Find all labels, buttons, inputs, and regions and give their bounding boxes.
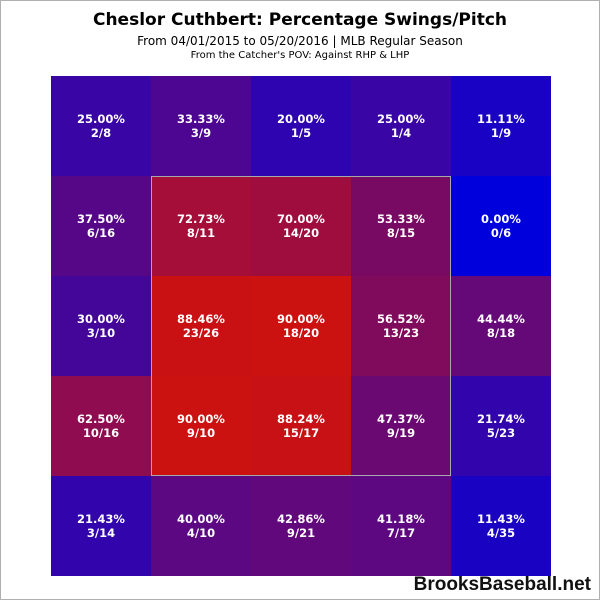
heatmap-cell: 33.33% 3/9	[151, 76, 251, 176]
cell-count-label: 3/9	[190, 126, 212, 140]
heatmap-cell: 25.00% 1/4	[351, 76, 451, 176]
cell-count-label: 8/18	[486, 326, 516, 340]
heatmap-cell: 72.73% 8/11	[151, 176, 251, 276]
chart-subtitle: From 04/01/2015 to 05/20/2016 | MLB Regu…	[137, 34, 463, 48]
heatmap-cell: 70.00% 14/20	[251, 176, 351, 276]
cell-count-label: 6/16	[86, 226, 116, 240]
heatmap-cell: 25.00% 2/8	[51, 76, 151, 176]
cell-count-label: 3/14	[86, 526, 116, 540]
heatmap-cell: 37.50% 6/16	[51, 176, 151, 276]
cell-percentage-label: 25.00%	[77, 112, 125, 126]
heatmap-cell: 53.33% 8/15	[351, 176, 451, 276]
heatmap-cell: 90.00% 18/20	[251, 276, 351, 376]
cell-percentage-label: 88.46%	[177, 312, 225, 326]
cell-count-label: 1/4	[390, 126, 412, 140]
heatmap-cell: 88.46% 23/26	[151, 276, 251, 376]
heatmap-cell: 41.18% 7/17	[351, 476, 451, 576]
cell-percentage-label: 21.74%	[477, 412, 525, 426]
cell-percentage-label: 62.50%	[77, 412, 125, 426]
cell-count-label: 9/19	[386, 426, 416, 440]
cell-percentage-label: 25.00%	[377, 112, 425, 126]
cell-count-label: 14/20	[282, 226, 320, 240]
cell-count-label: 8/15	[386, 226, 416, 240]
cell-percentage-label: 47.37%	[377, 412, 425, 426]
cell-count-label: 1/5	[290, 126, 312, 140]
heatmap-cell: 44.44% 8/18	[451, 276, 551, 376]
cell-percentage-label: 41.18%	[377, 512, 425, 526]
heatmap-cell: 90.00% 9/10	[151, 376, 251, 476]
heatmap-cell: 42.86% 9/21	[251, 476, 351, 576]
cell-count-label: 9/21	[286, 526, 316, 540]
heatmap-cell: 47.37% 9/19	[351, 376, 451, 476]
heatmap-cell: 30.00% 3/10	[51, 276, 151, 376]
brooksbaseball-watermark: BrooksBaseball.net	[413, 574, 591, 595]
heatmap-cell: 20.00% 1/5	[251, 76, 351, 176]
chart-note: From the Catcher's POV: Against RHP & LH…	[190, 50, 410, 61]
cell-percentage-label: 11.11%	[477, 112, 525, 126]
cell-percentage-label: 11.43%	[477, 512, 525, 526]
cell-count-label: 3/10	[86, 326, 116, 340]
cell-percentage-label: 56.52%	[377, 312, 425, 326]
cell-percentage-label: 0.00%	[481, 212, 521, 226]
cell-count-label: 15/17	[282, 426, 320, 440]
heatmap-cell: 88.24% 15/17	[251, 376, 351, 476]
cell-percentage-label: 44.44%	[477, 312, 525, 326]
cell-percentage-label: 53.33%	[377, 212, 425, 226]
cell-percentage-label: 70.00%	[277, 212, 325, 226]
heatmap-cell: 11.11% 1/9	[451, 76, 551, 176]
heatmap-cell: 11.43% 4/35	[451, 476, 551, 576]
cell-count-label: 5/23	[486, 426, 516, 440]
cell-percentage-label: 42.86%	[277, 512, 325, 526]
heatmap-grid: 25.00% 2/8 33.33% 3/9 20.00% 1/5 25.00% 1/4 11.1…	[51, 76, 551, 576]
cell-count-label: 9/10	[186, 426, 216, 440]
cell-percentage-label: 72.73%	[177, 212, 225, 226]
cell-count-label: 7/17	[386, 526, 416, 540]
cell-percentage-label: 88.24%	[277, 412, 325, 426]
cell-percentage-label: 90.00%	[177, 412, 225, 426]
cell-percentage-label: 21.43%	[77, 512, 125, 526]
heatmap-cell: 40.00% 4/10	[151, 476, 251, 576]
cell-percentage-label: 30.00%	[77, 312, 125, 326]
cell-count-label: 18/20	[282, 326, 320, 340]
cell-count-label: 2/8	[90, 126, 112, 140]
heatmap-cell: 62.50% 10/16	[51, 376, 151, 476]
cell-count-label: 4/35	[486, 526, 516, 540]
cell-count-label: 10/16	[82, 426, 120, 440]
heatmap-cell: 0.00% 0/6	[451, 176, 551, 276]
cell-percentage-label: 40.00%	[177, 512, 225, 526]
cell-percentage-label: 33.33%	[177, 112, 225, 126]
chart-title: Cheslor Cuthbert: Percentage Swings/Pitc…	[92, 10, 508, 30]
cell-count-label: 1/9	[490, 126, 512, 140]
cell-percentage-label: 20.00%	[277, 112, 325, 126]
cell-percentage-label: 90.00%	[277, 312, 325, 326]
heatmap-cell: 21.74% 5/23	[451, 376, 551, 476]
heatmap-cell: 21.43% 3/14	[51, 476, 151, 576]
heatmap-cell: 56.52% 13/23	[351, 276, 451, 376]
cell-count-label: 0/6	[490, 226, 512, 240]
cell-count-label: 4/10	[186, 526, 216, 540]
cell-percentage-label: 37.50%	[77, 212, 125, 226]
cell-count-label: 13/23	[382, 326, 420, 340]
cell-count-label: 8/11	[186, 226, 216, 240]
cell-count-label: 23/26	[182, 326, 220, 340]
